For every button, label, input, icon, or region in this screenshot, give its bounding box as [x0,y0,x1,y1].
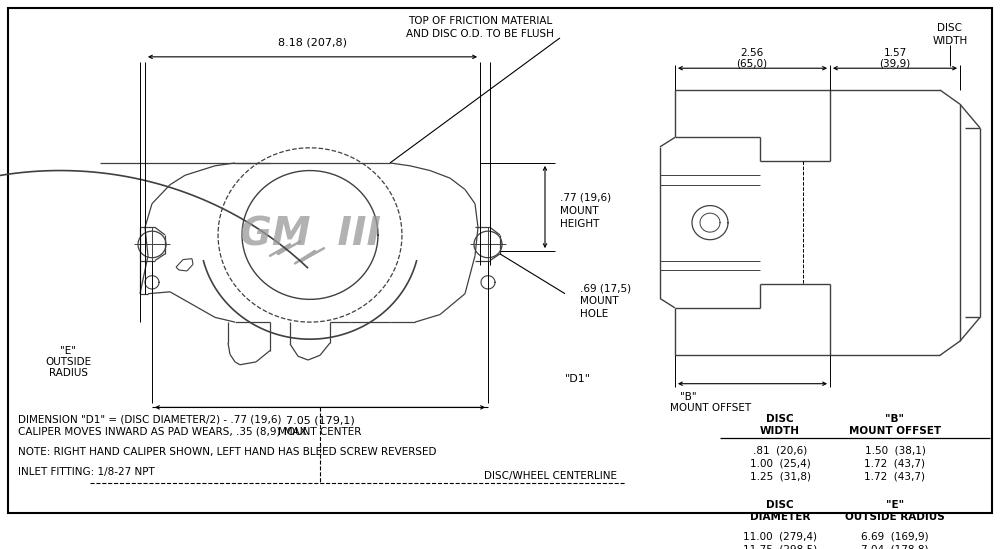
Text: MOUNT OFFSET: MOUNT OFFSET [849,426,941,436]
Text: 1.72  (43,7): 1.72 (43,7) [864,458,926,468]
Text: HEIGHT: HEIGHT [560,219,599,228]
Text: 11.75  (298,5): 11.75 (298,5) [743,545,817,549]
Text: "E": "E" [60,345,76,356]
Text: MOUNT OFFSET: MOUNT OFFSET [670,404,751,413]
Text: 1.50  (38,1): 1.50 (38,1) [865,445,925,455]
Text: 1.00  (25,4): 1.00 (25,4) [750,458,810,468]
Text: .69 (17,5): .69 (17,5) [580,284,631,294]
Text: GM  III: GM III [240,216,380,254]
Text: 7.04  (178,8): 7.04 (178,8) [861,545,929,549]
Text: OUTSIDE: OUTSIDE [45,357,91,367]
Text: 11.00  (279,4): 11.00 (279,4) [743,531,817,541]
Text: DISC: DISC [766,500,794,510]
Text: "D1": "D1" [565,374,591,384]
Text: TOP OF FRICTION MATERIAL: TOP OF FRICTION MATERIAL [408,16,552,26]
Text: 6.69  (169,9): 6.69 (169,9) [861,531,929,541]
Text: INLET FITTING: 1/8-27 NPT: INLET FITTING: 1/8-27 NPT [18,467,155,477]
Text: 1.57: 1.57 [883,48,907,58]
Text: DIAMETER: DIAMETER [750,512,810,522]
Text: (65,0): (65,0) [736,59,768,69]
Text: NOTE: RIGHT HAND CALIPER SHOWN, LEFT HAND HAS BLEED SCREW REVERSED: NOTE: RIGHT HAND CALIPER SHOWN, LEFT HAN… [18,447,436,457]
Text: "B": "B" [680,392,697,402]
Text: CALIPER MOVES INWARD AS PAD WEARS, .35 (8,9) MAX: CALIPER MOVES INWARD AS PAD WEARS, .35 (… [18,427,307,436]
Text: "E": "E" [886,500,904,510]
Text: HOLE: HOLE [580,309,608,318]
Text: 2.56: 2.56 [740,48,764,58]
Text: "B": "B" [886,414,904,424]
Text: MOUNT CENTER: MOUNT CENTER [278,427,362,437]
Text: MOUNT: MOUNT [560,206,599,216]
Text: .77 (19,6): .77 (19,6) [560,192,611,202]
Text: (39,9): (39,9) [879,59,911,69]
Text: DISC: DISC [766,414,794,424]
Text: OUTSIDE RADIUS: OUTSIDE RADIUS [845,512,945,522]
Text: DIMENSION "D1" = (DISC DIAMETER/2) - .77 (19,6): DIMENSION "D1" = (DISC DIAMETER/2) - .77… [18,415,282,425]
Text: 1.72  (43,7): 1.72 (43,7) [864,472,926,481]
Text: .81  (20,6): .81 (20,6) [753,445,807,455]
Text: 8.18 (207,8): 8.18 (207,8) [278,37,347,47]
Text: WIDTH: WIDTH [760,426,800,436]
Text: WIDTH: WIDTH [932,36,968,46]
Text: AND DISC O.D. TO BE FLUSH: AND DISC O.D. TO BE FLUSH [406,29,554,39]
Text: RADIUS: RADIUS [48,368,88,378]
Text: 7.05 (179,1): 7.05 (179,1) [286,416,354,425]
Text: MOUNT: MOUNT [580,296,619,306]
Text: 1.25  (31,8): 1.25 (31,8) [750,472,810,481]
Text: DISC/WHEEL CENTERLINE: DISC/WHEEL CENTERLINE [484,470,616,480]
Text: DISC: DISC [938,24,962,33]
